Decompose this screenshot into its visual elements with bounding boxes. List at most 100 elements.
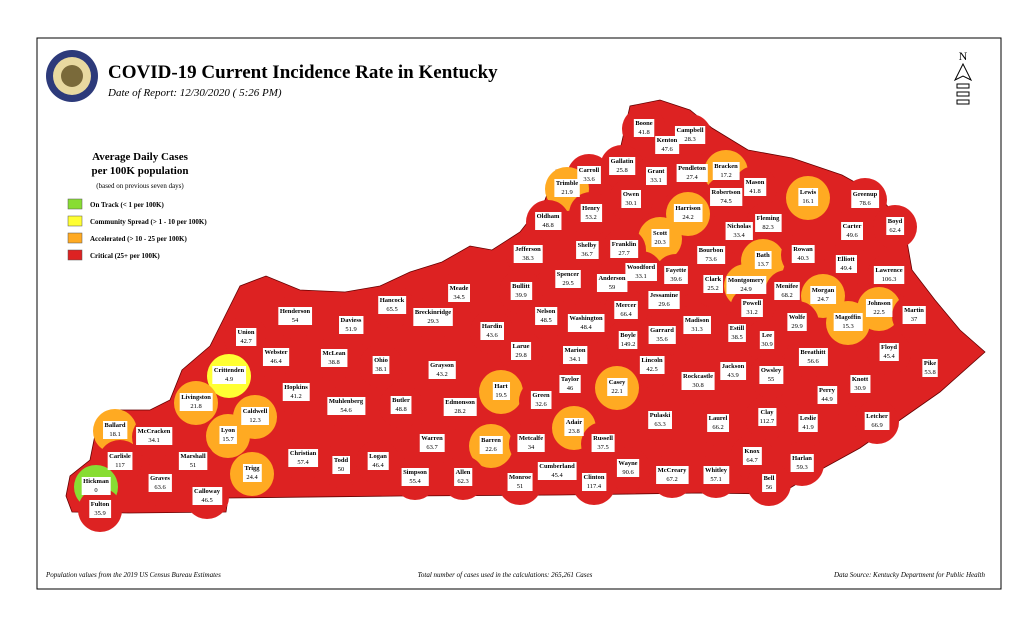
label-box — [577, 166, 601, 184]
county-name: Trigg — [244, 465, 260, 472]
county-value: 32.6 — [535, 401, 547, 408]
label-box — [833, 313, 863, 331]
label-box — [676, 164, 708, 182]
county-name: Floyd — [881, 344, 897, 351]
county-label: Adair 23.8 — [564, 418, 584, 436]
label-box — [332, 456, 350, 474]
county-value: 27.7 — [618, 250, 630, 257]
label-box — [873, 266, 905, 284]
county-label: Lyon 15.7 — [219, 426, 237, 444]
label-box — [610, 240, 639, 258]
county-value: 46.4 — [372, 462, 384, 469]
county-label: Metcalfe 34 — [517, 434, 545, 452]
label-box — [580, 204, 603, 222]
county-name: Greenup — [853, 191, 878, 198]
county-label: Webster 46.4 — [262, 348, 290, 366]
county-name: Bath — [756, 252, 770, 259]
label-box — [262, 348, 290, 366]
county-name: Hickman — [83, 478, 109, 485]
label-box — [835, 255, 857, 273]
county-value: 33.4 — [733, 232, 745, 239]
county-value: 41.9 — [802, 424, 813, 431]
county-name: Boone — [635, 120, 652, 127]
compass-letter: N — [959, 49, 968, 63]
legend-label: On Track (< 1 per 100K) — [90, 201, 164, 209]
county-name: Edmonson — [445, 399, 475, 406]
county-name: Christian — [290, 450, 317, 457]
county-value: 62.4 — [889, 227, 901, 234]
county-value: 57.1 — [710, 476, 721, 483]
label-box — [728, 324, 746, 342]
county-value: 62.3 — [457, 478, 468, 485]
county-name: Butler — [392, 397, 410, 404]
county-value: 21.9 — [561, 189, 572, 196]
county-value: 39.6 — [670, 276, 682, 283]
legend-swatch — [67, 232, 83, 244]
county-label: McCreary 67.2 — [656, 466, 689, 484]
legend-label: Critical (25+ per 100K) — [90, 252, 160, 260]
county-name: Wolfe — [789, 314, 805, 321]
county-value: 149.2 — [621, 341, 636, 348]
county-label: Boone 41.8 — [633, 119, 655, 137]
county-label: Trigg 24.4 — [242, 464, 262, 482]
county-value: 63.7 — [426, 444, 438, 451]
label-box — [633, 119, 655, 137]
county-name: Carter — [843, 223, 862, 230]
county-label: Floyd 45.4 — [879, 343, 899, 361]
county-value: 47.6 — [661, 146, 673, 153]
county-value: 42.7 — [240, 338, 252, 345]
footer-right: Data Source: Kentucky Department for Pub… — [833, 571, 985, 579]
label-box — [219, 426, 237, 444]
county-value: 112.7 — [760, 418, 775, 425]
county-label: Owsley 55 — [759, 366, 784, 384]
county-label: Caldwell 12.3 — [241, 407, 269, 425]
county-name: Morgan — [812, 287, 835, 294]
county-name: Marshall — [180, 453, 205, 460]
label-box — [591, 434, 615, 452]
label-box — [480, 322, 504, 340]
county-name: Hart — [494, 383, 508, 390]
county-label: Boyle 149.2 — [618, 331, 638, 349]
county-name: Pendleton — [678, 165, 706, 172]
county-name: Wayne — [618, 460, 637, 467]
county-value: 29.9 — [791, 323, 802, 330]
county-value: 64.7 — [746, 457, 758, 464]
county-label: Meade 34.5 — [448, 284, 470, 302]
county-name: Muhlenberg — [329, 398, 364, 405]
label-box — [136, 427, 173, 445]
legend-swatch — [67, 215, 83, 227]
county-name: McCracken — [138, 428, 171, 435]
county-label: Todd 50 — [332, 456, 350, 474]
county-value: 56 — [766, 484, 773, 491]
county-label: Butler 48.8 — [390, 396, 412, 414]
county-value: 46.5 — [201, 497, 212, 504]
county-name: Johnson — [867, 300, 891, 307]
label-box — [798, 348, 828, 366]
county-name: Todd — [334, 457, 349, 464]
county-value: 34.5 — [453, 294, 464, 301]
county-label: Graves 63.6 — [148, 474, 172, 492]
county-name: McCreary — [658, 467, 688, 474]
county-value: 63.6 — [154, 484, 166, 491]
county-label: Lewis 16.1 — [798, 188, 819, 206]
county-name: Pike — [924, 360, 936, 367]
label-box — [563, 346, 588, 364]
county-value: 19.5 — [495, 392, 506, 399]
county-name: Clay — [761, 409, 775, 416]
label-box — [513, 245, 543, 263]
label-box — [510, 282, 533, 300]
legend-label: Accelerated (> 10 - 25 per 100K) — [90, 235, 187, 243]
county-value: 22.6 — [485, 446, 497, 453]
county-name: Hancock — [380, 297, 405, 304]
county-name: Fleming — [757, 215, 780, 222]
label-box — [646, 167, 667, 185]
label-box — [419, 434, 445, 452]
county-name: Whitley — [705, 467, 728, 474]
county-label: Mason 41.8 — [744, 178, 767, 196]
county-label: Martin 37 — [902, 306, 926, 324]
county-value: 56.6 — [807, 358, 819, 365]
county-name: Lawrence — [875, 267, 902, 274]
label-box — [742, 447, 762, 465]
county-value: 50 — [338, 466, 345, 473]
county-label: Anderson 59 — [596, 274, 628, 292]
